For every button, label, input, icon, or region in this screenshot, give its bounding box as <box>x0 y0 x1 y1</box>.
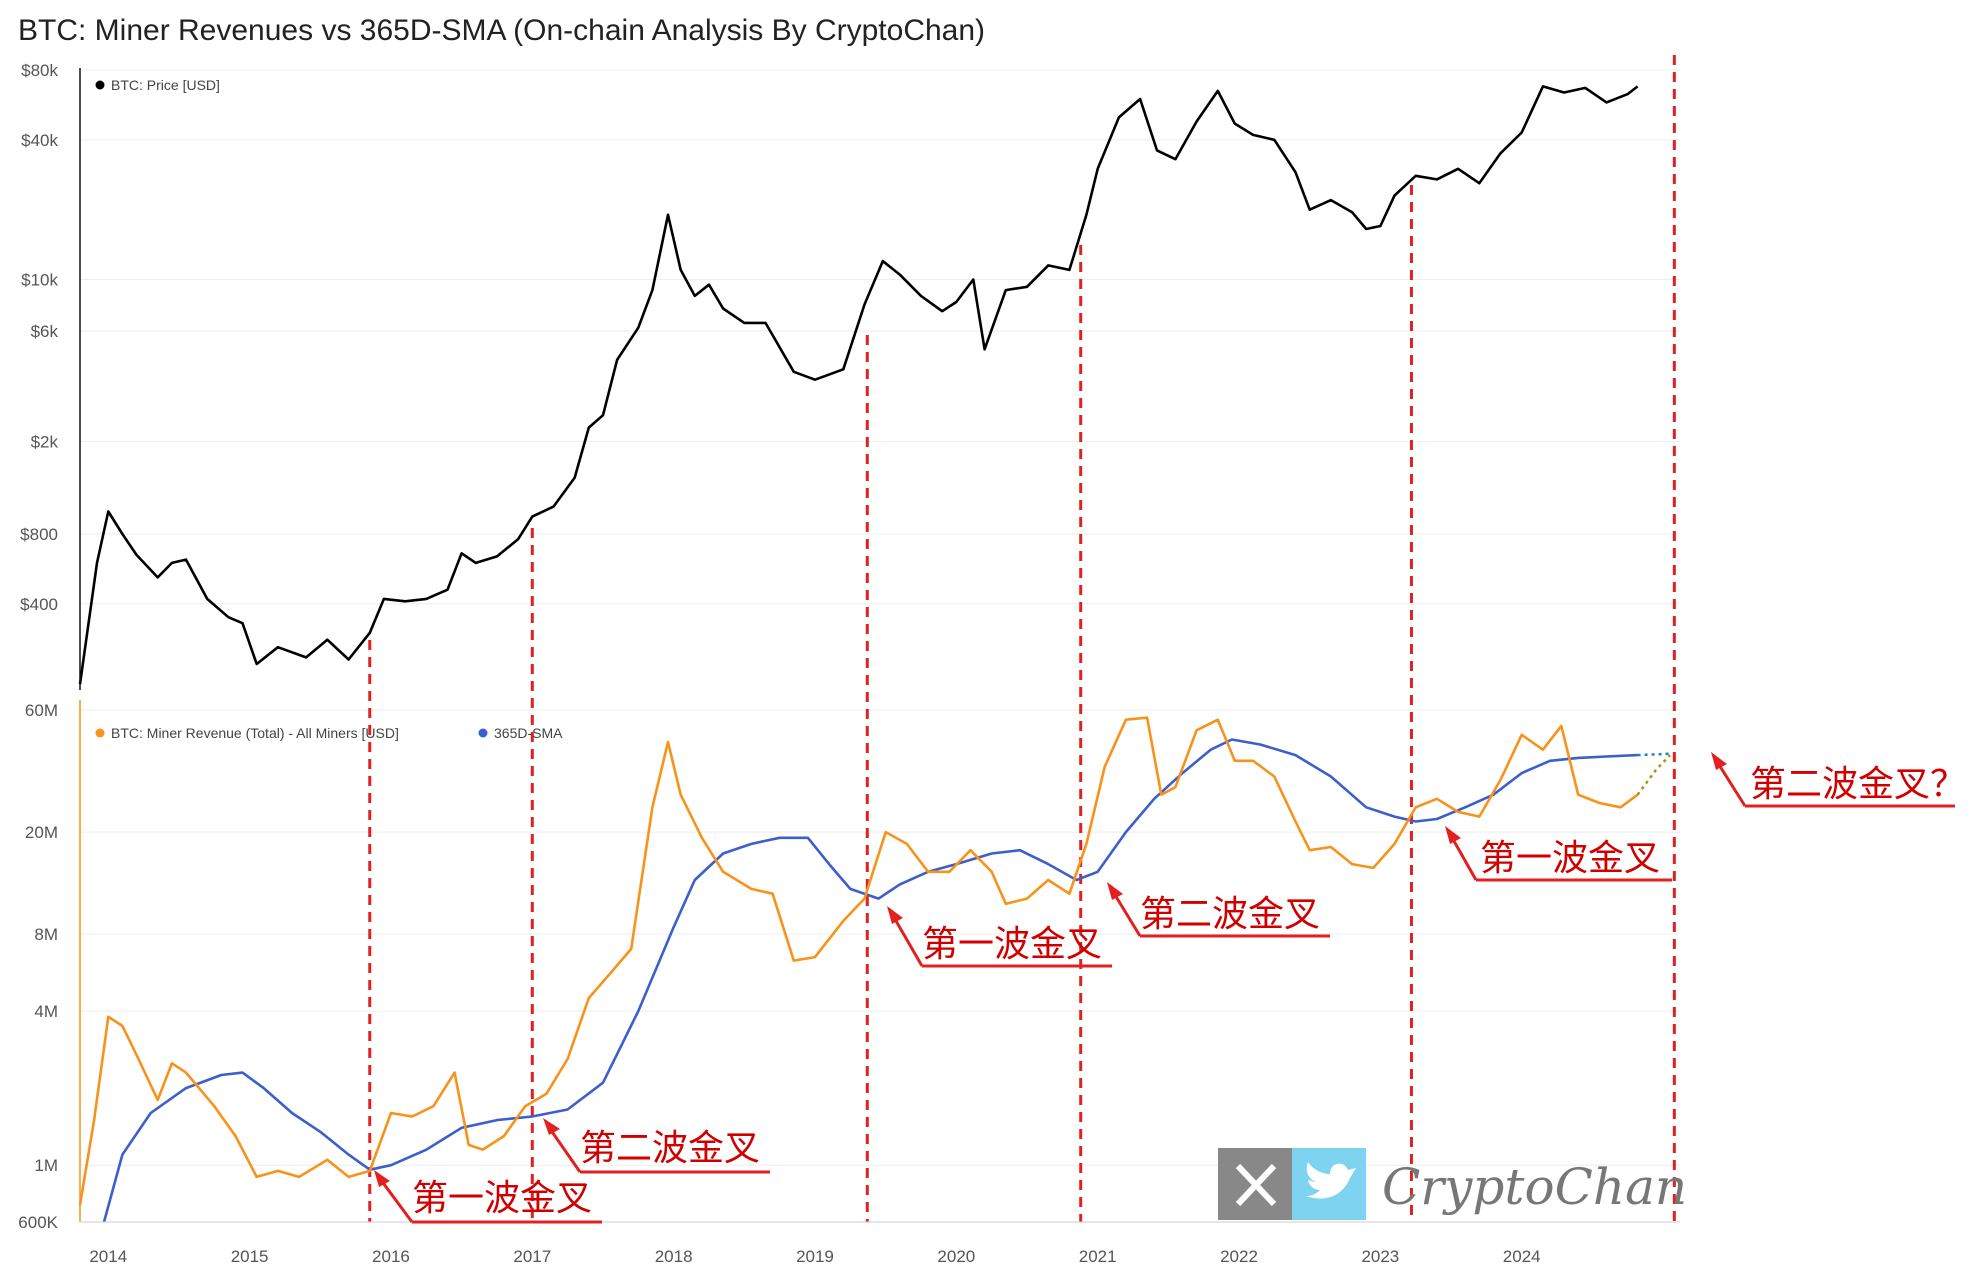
annotation-2-arrowhead <box>543 1118 560 1135</box>
revenue-line <box>78 716 1639 1206</box>
revenue-y-tick: 600K <box>18 1213 58 1232</box>
price-legend: BTC: Price [USD] <box>95 77 220 93</box>
watermark-text: CryptoChan <box>1382 1158 1687 1216</box>
annotation-6-arrowhead <box>1711 752 1727 770</box>
price-y-tick: $400 <box>20 595 58 614</box>
series-layer <box>78 85 1672 1223</box>
sma-legend-label: 365D-SMA <box>494 725 563 741</box>
annotation-4-arrowhead <box>1107 882 1123 900</box>
price-y-tick: $10k <box>21 270 58 289</box>
sma-line <box>102 738 1638 1223</box>
annotation-4-label: 第二波金叉 <box>1140 894 1320 935</box>
grid <box>80 69 1680 1223</box>
watermark: CryptoChan <box>1218 1148 1687 1220</box>
sma-legend-dot <box>478 728 488 738</box>
annotation-3-arrow <box>890 913 924 967</box>
price-y-tick: $2k <box>31 433 59 452</box>
x-tick: 2018 <box>655 1247 693 1266</box>
annotation-1-label: 第一波金叉 <box>412 1178 592 1219</box>
x-tick: 2022 <box>1220 1247 1258 1266</box>
x-tick: 2015 <box>231 1247 269 1266</box>
annotation-2-arrow <box>546 1125 582 1173</box>
x-tick: 2023 <box>1361 1247 1399 1266</box>
price-legend-label: BTC: Price [USD] <box>111 77 220 93</box>
price-y-tick: $800 <box>20 525 58 544</box>
price-y-tick: $40k <box>21 131 58 150</box>
annotations: 第一波金叉 第二波金叉 第一波金叉 第二波金叉 第一波金叉 <box>374 752 1966 1224</box>
price-legend-dot <box>95 80 105 90</box>
annotation-6-arrow <box>1714 759 1747 807</box>
annotation-5: 第一波金叉 <box>1445 826 1672 882</box>
annotation-6-label: 第二波金叉？ <box>1750 764 1966 805</box>
annotation-3-arrowhead <box>887 906 903 924</box>
revenue-y-tick: 1M <box>34 1156 58 1175</box>
annotation-3-label: 第一波金叉 <box>922 924 1102 965</box>
annotation-4: 第二波金叉 <box>1107 882 1330 938</box>
sma-projection <box>1637 752 1671 757</box>
revenue-y-tick: 20M <box>25 823 58 842</box>
revenue-legend-dot <box>95 728 105 738</box>
revenue-y-tick: 60M <box>25 701 58 720</box>
annotation-6: 第二波金叉？ <box>1711 752 1966 808</box>
price-line <box>78 85 1639 685</box>
annotation-5-arrow <box>1448 833 1478 881</box>
x-tick: 2019 <box>796 1247 834 1266</box>
x-tick: 2014 <box>89 1247 127 1266</box>
revenue-y-tick: 4M <box>34 1002 58 1021</box>
revenue-projection <box>1636 754 1672 796</box>
tick-labels: $80k $40k $10k $6k $2k $800 $400 60M 20M 8M 4M 1M 60… <box>18 61 1540 1266</box>
annotation-4-arrow <box>1110 889 1142 937</box>
x-tick: 2020 <box>937 1247 975 1266</box>
annotation-1-arrowhead <box>374 1170 390 1187</box>
x-tick: 2017 <box>513 1247 551 1266</box>
twitter-bird-glyph <box>1306 1162 1356 1199</box>
crossover-markers <box>368 55 1676 1222</box>
annotation-1: 第一波金叉 <box>374 1170 602 1224</box>
chart-title: BTC: Miner Revenues vs 365D-SMA (On-chai… <box>18 14 986 47</box>
x-tick: 2024 <box>1503 1247 1541 1266</box>
revenue-legend: BTC: Miner Revenue (Total) - All Miners … <box>95 725 563 741</box>
annotation-2-label: 第二波金叉 <box>580 1128 760 1169</box>
price-y-tick: $80k <box>21 61 58 80</box>
annotation-5-label: 第一波金叉 <box>1480 838 1660 879</box>
revenue-y-tick: 8M <box>34 925 58 944</box>
price-y-tick: $6k <box>31 322 59 341</box>
x-tick: 2016 <box>372 1247 410 1266</box>
revenue-legend-label: BTC: Miner Revenue (Total) - All Miners … <box>111 725 399 741</box>
annotation-2: 第二波金叉 <box>543 1118 770 1174</box>
annotation-5-arrowhead <box>1445 826 1461 844</box>
x-tick: 2021 <box>1079 1247 1117 1266</box>
annotation-3: 第一波金叉 <box>887 906 1112 968</box>
x-logo-glyph <box>1235 1163 1277 1207</box>
